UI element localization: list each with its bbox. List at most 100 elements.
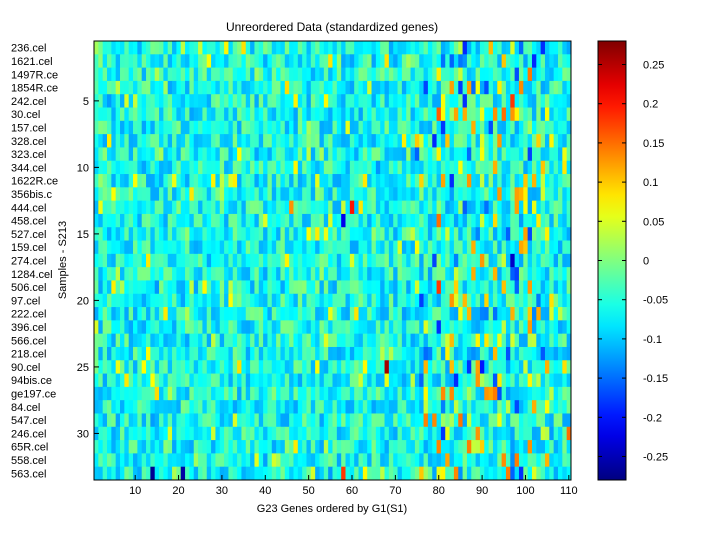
heatmap-cell — [384, 120, 390, 135]
heatmap-cell — [237, 346, 242, 361]
plot-frame — [93, 40, 572, 481]
heatmap-cell — [167, 107, 173, 122]
heatmap-cell — [115, 267, 121, 281]
heatmap-cell — [440, 67, 446, 82]
heatmap-cell — [185, 107, 190, 122]
heatmap-cell — [137, 333, 143, 348]
heatmap-cell — [497, 333, 503, 348]
heatmap-cell — [367, 174, 372, 188]
heatmap-cell — [466, 400, 472, 414]
heatmap-cell — [479, 107, 485, 122]
heatmap-cell — [445, 134, 450, 148]
heatmap-cell — [384, 200, 390, 215]
row-label: 159.cel — [11, 242, 46, 254]
heatmap-cell — [185, 174, 190, 188]
heatmap-cell — [497, 413, 503, 428]
heatmap-cell — [536, 426, 542, 441]
heatmap-cell — [562, 360, 568, 374]
heatmap-cell — [497, 267, 503, 281]
heatmap-cell — [102, 54, 108, 68]
heatmap-cell — [215, 160, 221, 175]
heatmap-cell — [349, 107, 355, 122]
heatmap-cell — [176, 54, 182, 68]
heatmap-cell — [271, 386, 277, 401]
heatmap-cell — [228, 453, 234, 468]
heatmap-cell — [302, 94, 307, 108]
heatmap-cell — [310, 200, 316, 215]
heatmap-cell — [349, 120, 355, 135]
heatmap-cell — [345, 41, 351, 55]
heatmap-cell — [193, 187, 199, 202]
heatmap-cell — [475, 267, 481, 281]
heatmap-cell — [189, 80, 195, 95]
heatmap-cell — [228, 426, 234, 441]
heatmap-cell — [267, 147, 273, 162]
heatmap-cell — [198, 373, 203, 388]
heatmap-cell — [332, 333, 338, 348]
heatmap-cell — [228, 333, 234, 348]
heatmap-cell — [310, 41, 316, 55]
heatmap-cell — [206, 240, 212, 255]
heatmap-cell — [198, 227, 203, 241]
row-labels: 236.cel1621.cel1497R.ce1854R.ce242.cel30… — [11, 43, 58, 481]
heatmap-cell — [440, 293, 446, 308]
heatmap-cell — [289, 54, 294, 68]
heatmap-cell — [289, 453, 294, 468]
heatmap-cell — [523, 280, 529, 295]
heatmap-cell — [115, 227, 121, 241]
heatmap-cell — [362, 253, 368, 268]
heatmap-cell — [371, 426, 377, 441]
heatmap-cell — [557, 280, 563, 295]
heatmap-cell — [254, 307, 260, 321]
heatmap-cell — [410, 160, 416, 175]
heatmap-cell — [358, 293, 364, 308]
heatmap-cell — [401, 466, 407, 481]
heatmap-cell — [254, 293, 260, 308]
heatmap-cell — [215, 466, 221, 481]
heatmap-cell — [362, 94, 368, 108]
heatmap-cell — [146, 80, 151, 95]
heatmap-cell — [479, 94, 485, 108]
heatmap-cell — [397, 346, 403, 361]
heatmap-cell — [345, 200, 351, 215]
heatmap-cell — [375, 200, 381, 215]
heatmap-cell — [432, 386, 437, 401]
heatmap-cell — [380, 187, 385, 202]
heatmap-cell — [432, 174, 437, 188]
heatmap-cell — [254, 160, 260, 175]
heatmap-cell — [445, 293, 450, 308]
heatmap-cell — [336, 67, 342, 82]
heatmap-cell — [120, 253, 125, 268]
heatmap-cell — [250, 360, 255, 374]
heatmap-cell — [557, 94, 563, 108]
heatmap-cell — [254, 413, 260, 428]
heatmap-cell — [250, 147, 255, 162]
heatmap-cell — [267, 227, 273, 241]
heatmap-cell — [384, 227, 390, 241]
heatmap-cell — [128, 174, 134, 188]
heatmap-cell — [206, 280, 212, 295]
heatmap-cell — [150, 54, 156, 68]
heatmap-cell — [102, 373, 108, 388]
heatmap-cell — [401, 333, 407, 348]
heatmap-cell — [206, 67, 212, 82]
heatmap-cell — [484, 440, 490, 454]
heatmap-cell — [518, 41, 524, 55]
heatmap-cell — [107, 373, 112, 388]
heatmap-cell — [284, 227, 290, 241]
heatmap-cell — [388, 267, 394, 281]
heatmap-cell — [150, 440, 156, 454]
heatmap-cell — [280, 41, 286, 55]
heatmap-cell — [206, 174, 212, 188]
heatmap-cell — [518, 54, 524, 68]
heatmap-cell — [254, 107, 260, 122]
heatmap-cell — [167, 440, 173, 454]
heatmap-cell — [440, 386, 446, 401]
heatmap-cell — [384, 307, 390, 321]
heatmap-cell — [306, 94, 312, 108]
heatmap-cell — [267, 320, 273, 335]
heatmap-cell — [445, 440, 450, 454]
heatmap-cell — [198, 240, 203, 255]
heatmap-cell — [397, 67, 403, 82]
heatmap-cell — [453, 107, 459, 122]
